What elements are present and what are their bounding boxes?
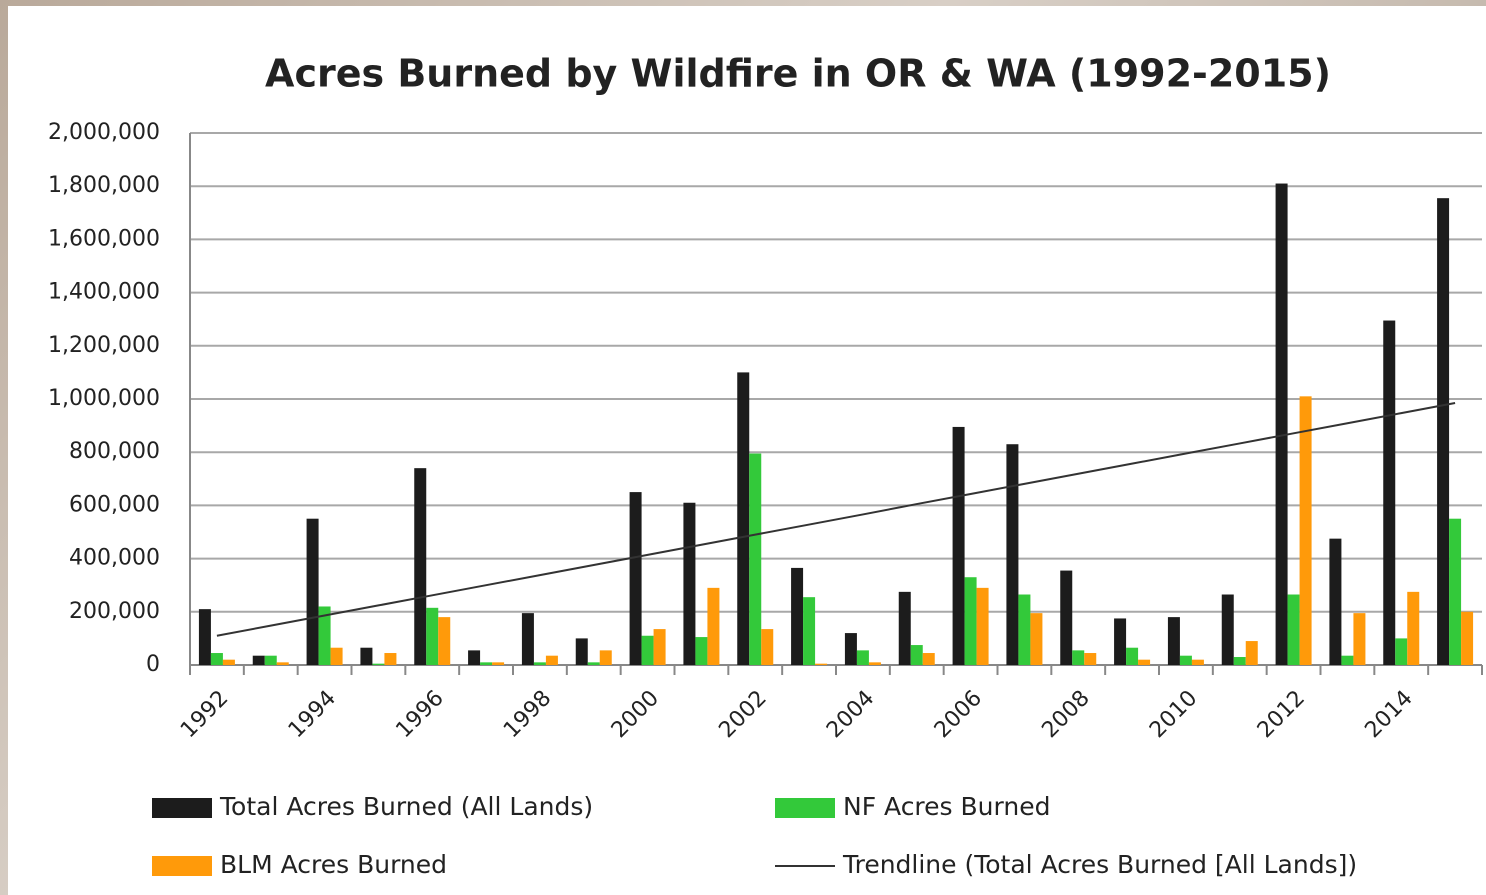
bar xyxy=(749,453,762,665)
legend-label: Trendline (Total Acres Burned [All Lands… xyxy=(842,850,1357,879)
bar xyxy=(198,609,211,665)
y-tick-label: 200,000 xyxy=(69,599,160,624)
bar xyxy=(1126,647,1139,665)
bar xyxy=(683,502,696,665)
bar xyxy=(372,663,385,665)
bar xyxy=(426,607,439,665)
bar xyxy=(480,662,493,665)
y-tick-label: 1,200,000 xyxy=(48,333,160,358)
bar xyxy=(521,613,534,665)
bar xyxy=(737,372,750,665)
bar xyxy=(1299,396,1312,665)
bar xyxy=(1329,538,1342,665)
bar xyxy=(360,647,373,665)
bar xyxy=(1407,591,1420,665)
bar xyxy=(575,638,588,665)
bar xyxy=(707,587,720,665)
legend-swatch xyxy=(152,798,212,818)
bar xyxy=(856,650,869,665)
bar xyxy=(910,645,923,665)
bar xyxy=(1245,641,1258,665)
bar xyxy=(964,577,977,665)
trendline xyxy=(216,402,1456,637)
bar xyxy=(1179,655,1192,665)
bar xyxy=(803,597,816,665)
bar xyxy=(1191,659,1204,665)
bar xyxy=(210,653,223,665)
bar xyxy=(1167,617,1180,665)
bar xyxy=(1353,613,1366,665)
bar xyxy=(468,650,481,665)
bar xyxy=(898,591,911,665)
bar xyxy=(791,567,804,665)
y-tick-label: 800,000 xyxy=(69,439,160,464)
bar xyxy=(653,629,666,665)
bar xyxy=(952,426,965,665)
bar xyxy=(276,662,289,665)
chart-title: Acres Burned by Wildfire in OR & WA (199… xyxy=(265,52,1331,96)
bar xyxy=(384,653,397,665)
bar xyxy=(587,662,600,665)
bar xyxy=(868,662,881,665)
bar xyxy=(1018,594,1031,665)
legend-swatch xyxy=(775,798,835,818)
bar xyxy=(438,617,451,665)
bar xyxy=(1030,613,1043,665)
bar xyxy=(1461,611,1474,665)
y-tick-label: 0 xyxy=(146,652,160,677)
bar xyxy=(695,637,708,665)
legend-label: NF Acres Burned xyxy=(843,792,1050,821)
y-tick-label: 400,000 xyxy=(69,546,160,571)
bar xyxy=(1287,594,1300,665)
bar xyxy=(1084,653,1097,665)
legend-label: Total Acres Burned (All Lands) xyxy=(219,792,593,821)
bar xyxy=(318,606,331,665)
bar xyxy=(414,468,427,665)
bar xyxy=(1072,650,1085,665)
bar xyxy=(1449,518,1462,665)
legend-label: BLM Acres Burned xyxy=(220,850,447,879)
bar xyxy=(1341,655,1354,665)
bar xyxy=(545,655,558,665)
bar xyxy=(264,655,277,665)
bar xyxy=(1006,444,1019,665)
bar xyxy=(815,663,828,665)
bar xyxy=(922,653,935,665)
bar xyxy=(222,659,235,665)
bar xyxy=(306,518,319,665)
bar xyxy=(1275,183,1288,666)
bar xyxy=(1138,659,1151,665)
y-tick-label: 1,800,000 xyxy=(48,173,160,198)
bar xyxy=(1395,638,1408,665)
bar xyxy=(1437,198,1450,666)
y-tick-label: 1,400,000 xyxy=(48,280,160,305)
y-tick-label: 1,600,000 xyxy=(48,226,160,251)
bar xyxy=(1221,594,1234,665)
bar xyxy=(1114,618,1127,665)
legend-swatch xyxy=(152,856,212,876)
bar xyxy=(641,635,654,665)
y-tick-label: 2,000,000 xyxy=(48,120,160,145)
bar xyxy=(629,492,642,665)
bar xyxy=(492,662,505,665)
y-tick-label: 1,000,000 xyxy=(48,386,160,411)
bar xyxy=(330,647,343,665)
bar xyxy=(844,633,857,665)
bar xyxy=(761,629,774,665)
bar xyxy=(252,655,265,665)
bar xyxy=(976,587,989,665)
bar xyxy=(599,650,612,665)
y-tick-label: 600,000 xyxy=(69,492,160,517)
bar xyxy=(1060,570,1073,665)
bar xyxy=(1383,320,1396,665)
bar xyxy=(1233,657,1246,665)
bar xyxy=(533,662,546,665)
